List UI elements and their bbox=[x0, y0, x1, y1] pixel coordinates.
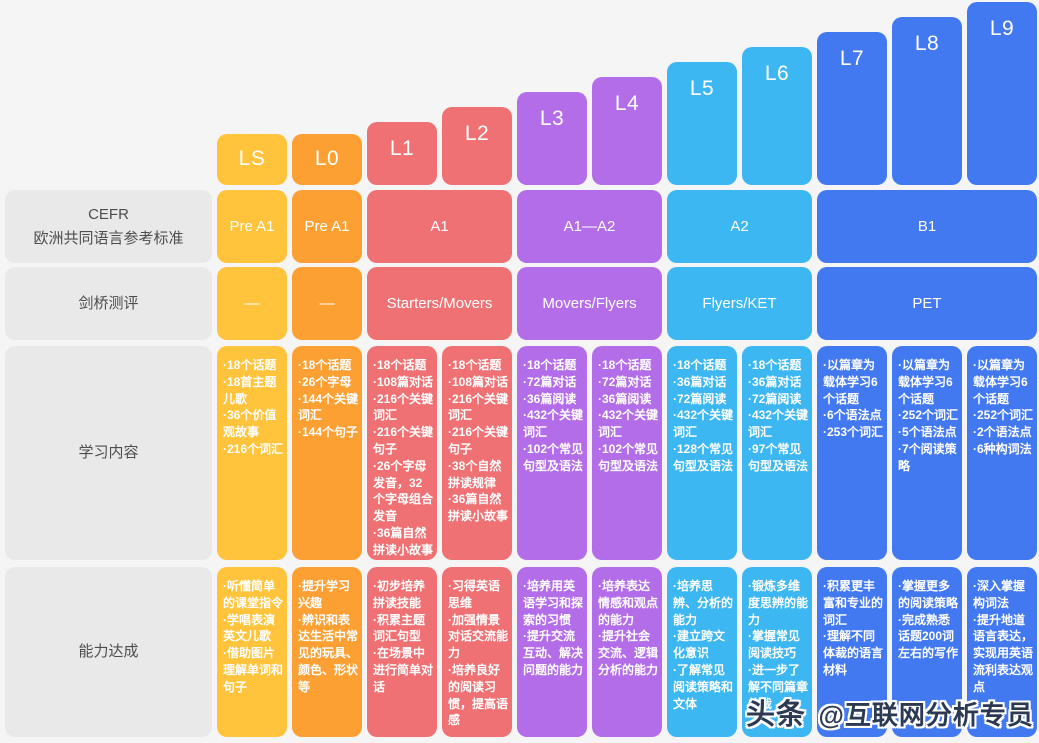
level-badge-l5: L5 bbox=[667, 62, 737, 185]
level-badge-l4: L4 bbox=[592, 77, 662, 185]
cambridge-cell-l0: — bbox=[292, 267, 362, 340]
level-badge-l9: L9 bbox=[967, 2, 1037, 185]
cefr-cell-l1-l2: A1 bbox=[367, 190, 512, 263]
cefr-cell-l7-l9: B1 bbox=[817, 190, 1037, 263]
ability-cell-l5: ·培养思辨、分析的能力 ·建立跨文化意识 ·了解常见阅读策略和文体 bbox=[667, 567, 737, 737]
content-cell-l5: ·18个话题 ·36篇对话 ·72篇阅读 ·432个关键词汇 ·128个常见句型… bbox=[667, 346, 737, 560]
content-cell-l1: ·18个话题 ·108篇对话 ·216个关键词汇 ·216个关键句子 ·26个字… bbox=[367, 346, 437, 560]
cefr-cell-l5-l6: A2 bbox=[667, 190, 812, 263]
level-badge-l2: L2 bbox=[442, 107, 512, 185]
content-cell-l6: ·18个话题 ·36篇对话 ·72篇阅读 ·432个关键词汇 ·97个常见句型及… bbox=[742, 346, 812, 560]
ability-cell-l7: ·积累更丰富和专业的词汇 ·理解不同体裁的语言材料 bbox=[817, 567, 887, 737]
ability-cell-ls: ·听懂简单的课堂指令 ·学唱表演英文儿歌 ·借助图片理解单词和句子 bbox=[217, 567, 287, 737]
cambridge-cell-l5-l6: Flyers/KET bbox=[667, 267, 812, 340]
ability-cell-l0: ·提升学习兴趣 ·辨识和表达生活中常见的玩具、颜色、形状等 bbox=[292, 567, 362, 737]
level-badge-l1: L1 bbox=[367, 122, 437, 185]
cefr-cell-ls: Pre A1 bbox=[217, 190, 287, 263]
content-cell-l9: ·以篇章为载体学习6个话题 ·252个词汇 ·2个语法点 ·6种构词法 bbox=[967, 346, 1037, 560]
ability-cell-l3: ·培养用英语学习和探索的习惯 ·提升交流互动、解决问题的能力 bbox=[517, 567, 587, 737]
cambridge-cell-ls: — bbox=[217, 267, 287, 340]
content-cell-ls: ·18个话题 ·18首主题儿歌 ·36个价值观故事 ·216个词汇 bbox=[217, 346, 287, 560]
cefr-cell-l3-l4: A1—A2 bbox=[517, 190, 662, 263]
level-badge-l8: L8 bbox=[892, 17, 962, 185]
row-label-ability: 能力达成 bbox=[5, 567, 212, 737]
level-badge-l7: L7 bbox=[817, 32, 887, 185]
watermark-handle: @互联网分析专员 bbox=[818, 700, 1034, 730]
level-badge-l3: L3 bbox=[517, 92, 587, 185]
content-cell-l7: ·以篇章为载体学习6个话题 ·6个语法点 ·253个词汇 bbox=[817, 346, 887, 560]
watermark: 头条 @互联网分析专员 bbox=[746, 691, 1034, 733]
cefr-title: CEFR bbox=[88, 206, 129, 224]
ability-cell-l6: ·锻炼多维度思辨的能力 ·掌握常见阅读技巧 ·进一步了解不同篇章体裁 bbox=[742, 567, 812, 737]
level-badge-l0: L0 bbox=[292, 134, 362, 185]
content-cell-l8: ·以篇章为载体学习6个话题 ·252个词汇 ·5个语法点 ·7个阅读策略 bbox=[892, 346, 962, 560]
cambridge-cell-l7-l9: PET bbox=[817, 267, 1037, 340]
cambridge-cell-l3-l4: Movers/Flyers bbox=[517, 267, 662, 340]
level-badge-l6: L6 bbox=[742, 47, 812, 185]
row-label-content: 学习内容 bbox=[5, 346, 212, 560]
row-label-cambridge: 剑桥测评 bbox=[5, 267, 212, 340]
row-label-cefr: CEFR 欧洲共同语言参考标准 bbox=[5, 190, 212, 263]
content-cell-l2: ·18个话题 ·108篇对话 ·216个关键词汇 ·216个关键句子 ·38个自… bbox=[442, 346, 512, 560]
cefr-subtitle: 欧洲共同语言参考标准 bbox=[33, 229, 184, 247]
level-badge-ls: LS bbox=[217, 134, 287, 185]
ability-cell-l2: ·习得英语思维 ·加强情景对话交流能力 ·培养良好的阅读习惯，提高语感 bbox=[442, 567, 512, 737]
content-cell-l0: ·18个话题 ·26个字母 ·144个关键词汇 ·144个句子 bbox=[292, 346, 362, 560]
ability-cell-l8: ·掌握更多的阅读策略 ·完成熟悉话题200词左右的写作 bbox=[892, 567, 962, 737]
cambridge-cell-l1-l2: Starters/Movers bbox=[367, 267, 512, 340]
ability-cell-l4: ·培养表达情感和观点的能力 ·提升社会交流、逻辑分析的能力 bbox=[592, 567, 662, 737]
content-cell-l4: ·18个话题 ·72篇对话 ·36篇阅读 ·432个关键词汇 ·102个常见句型… bbox=[592, 346, 662, 560]
ability-cell-l9: ·深入掌握构词法 ·提升地道语言表达，实现用英语流利表达观点 bbox=[967, 567, 1037, 737]
ability-cell-l1: ·初步培养拼读技能 ·积累主题词汇句型 ·在场景中进行简单对话 bbox=[367, 567, 437, 737]
watermark-brand: 头条 bbox=[746, 699, 807, 731]
content-cell-l3: ·18个话题 ·72篇对话 ·36篇阅读 ·432个关键词汇 ·102个常见句型… bbox=[517, 346, 587, 560]
cefr-cell-l0: Pre A1 bbox=[292, 190, 362, 263]
